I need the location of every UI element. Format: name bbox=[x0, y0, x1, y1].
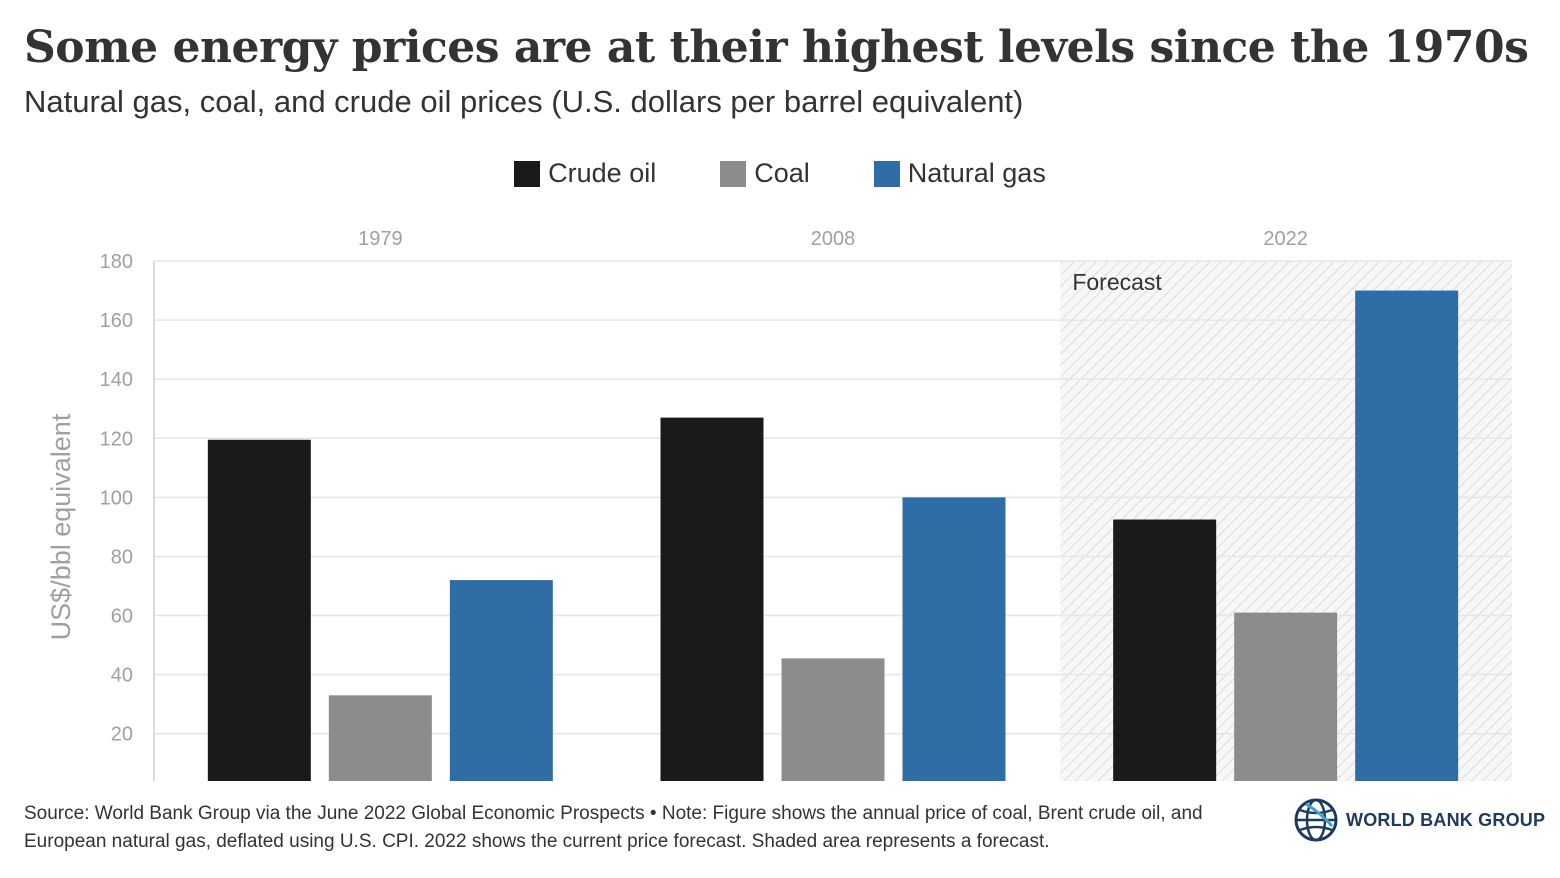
bar-coal-1979 bbox=[328, 695, 432, 781]
chart-subtitle: Natural gas, coal, and crude oil prices … bbox=[24, 84, 1024, 119]
bar-crude-oil-2008 bbox=[660, 417, 764, 781]
legend-label-coal: Coal bbox=[754, 158, 810, 188]
legend-item-crude-oil[interactable]: Crude oil bbox=[514, 158, 656, 189]
y-axis-title: US$/bbl equivalent bbox=[46, 413, 76, 640]
legend-label-natural-gas: Natural gas bbox=[907, 158, 1046, 188]
bar-natural-gas-2022 bbox=[1355, 290, 1459, 781]
bar-coal-2008 bbox=[781, 658, 885, 781]
y-tick-label: 60 bbox=[111, 606, 133, 628]
category-label: 2008 bbox=[811, 228, 856, 250]
y-tick-label: 180 bbox=[100, 251, 133, 273]
legend-swatch-coal bbox=[720, 160, 747, 187]
bar-natural-gas-1979 bbox=[449, 580, 553, 781]
world-bank-logo: WORLD BANK GROUP bbox=[1292, 796, 1545, 844]
chart-title: Some energy prices are at their highest … bbox=[24, 22, 1529, 73]
bar-chart: 20 40 60 80 100 120 140 160 180 US$/bbl equivalen… bbox=[46, 228, 1512, 781]
y-tick-label: 100 bbox=[100, 487, 133, 509]
category-label: 2022 bbox=[1263, 228, 1308, 250]
y-tick-label: 160 bbox=[100, 310, 133, 332]
legend-label-crude-oil: Crude oil bbox=[548, 158, 657, 188]
bar-coal-2022 bbox=[1234, 612, 1338, 781]
bar-crude-oil-2022 bbox=[1113, 519, 1217, 781]
legend-swatch-natural-gas bbox=[873, 160, 900, 187]
legend-item-coal[interactable]: Coal bbox=[720, 158, 810, 189]
source-note: Source: World Bank Group via the June 20… bbox=[24, 803, 1203, 852]
forecast-label: Forecast bbox=[1072, 269, 1162, 295]
bar-natural-gas-2008 bbox=[902, 497, 1006, 781]
globe-icon bbox=[1294, 798, 1338, 842]
logo-text: WORLD BANK GROUP bbox=[1346, 809, 1546, 830]
y-tick-label: 20 bbox=[111, 724, 133, 746]
bar-crude-oil-1979 bbox=[207, 439, 311, 781]
category-label: 1979 bbox=[358, 228, 403, 250]
legend-swatch-crude-oil bbox=[514, 160, 541, 187]
y-tick-label: 120 bbox=[100, 428, 133, 450]
y-tick-label: 140 bbox=[100, 369, 133, 391]
legend: Crude oil Coal Natural gas bbox=[0, 158, 1560, 189]
y-tick-label: 80 bbox=[111, 546, 133, 568]
legend-item-natural-gas[interactable]: Natural gas bbox=[873, 158, 1046, 189]
y-tick-label: 40 bbox=[111, 665, 133, 687]
